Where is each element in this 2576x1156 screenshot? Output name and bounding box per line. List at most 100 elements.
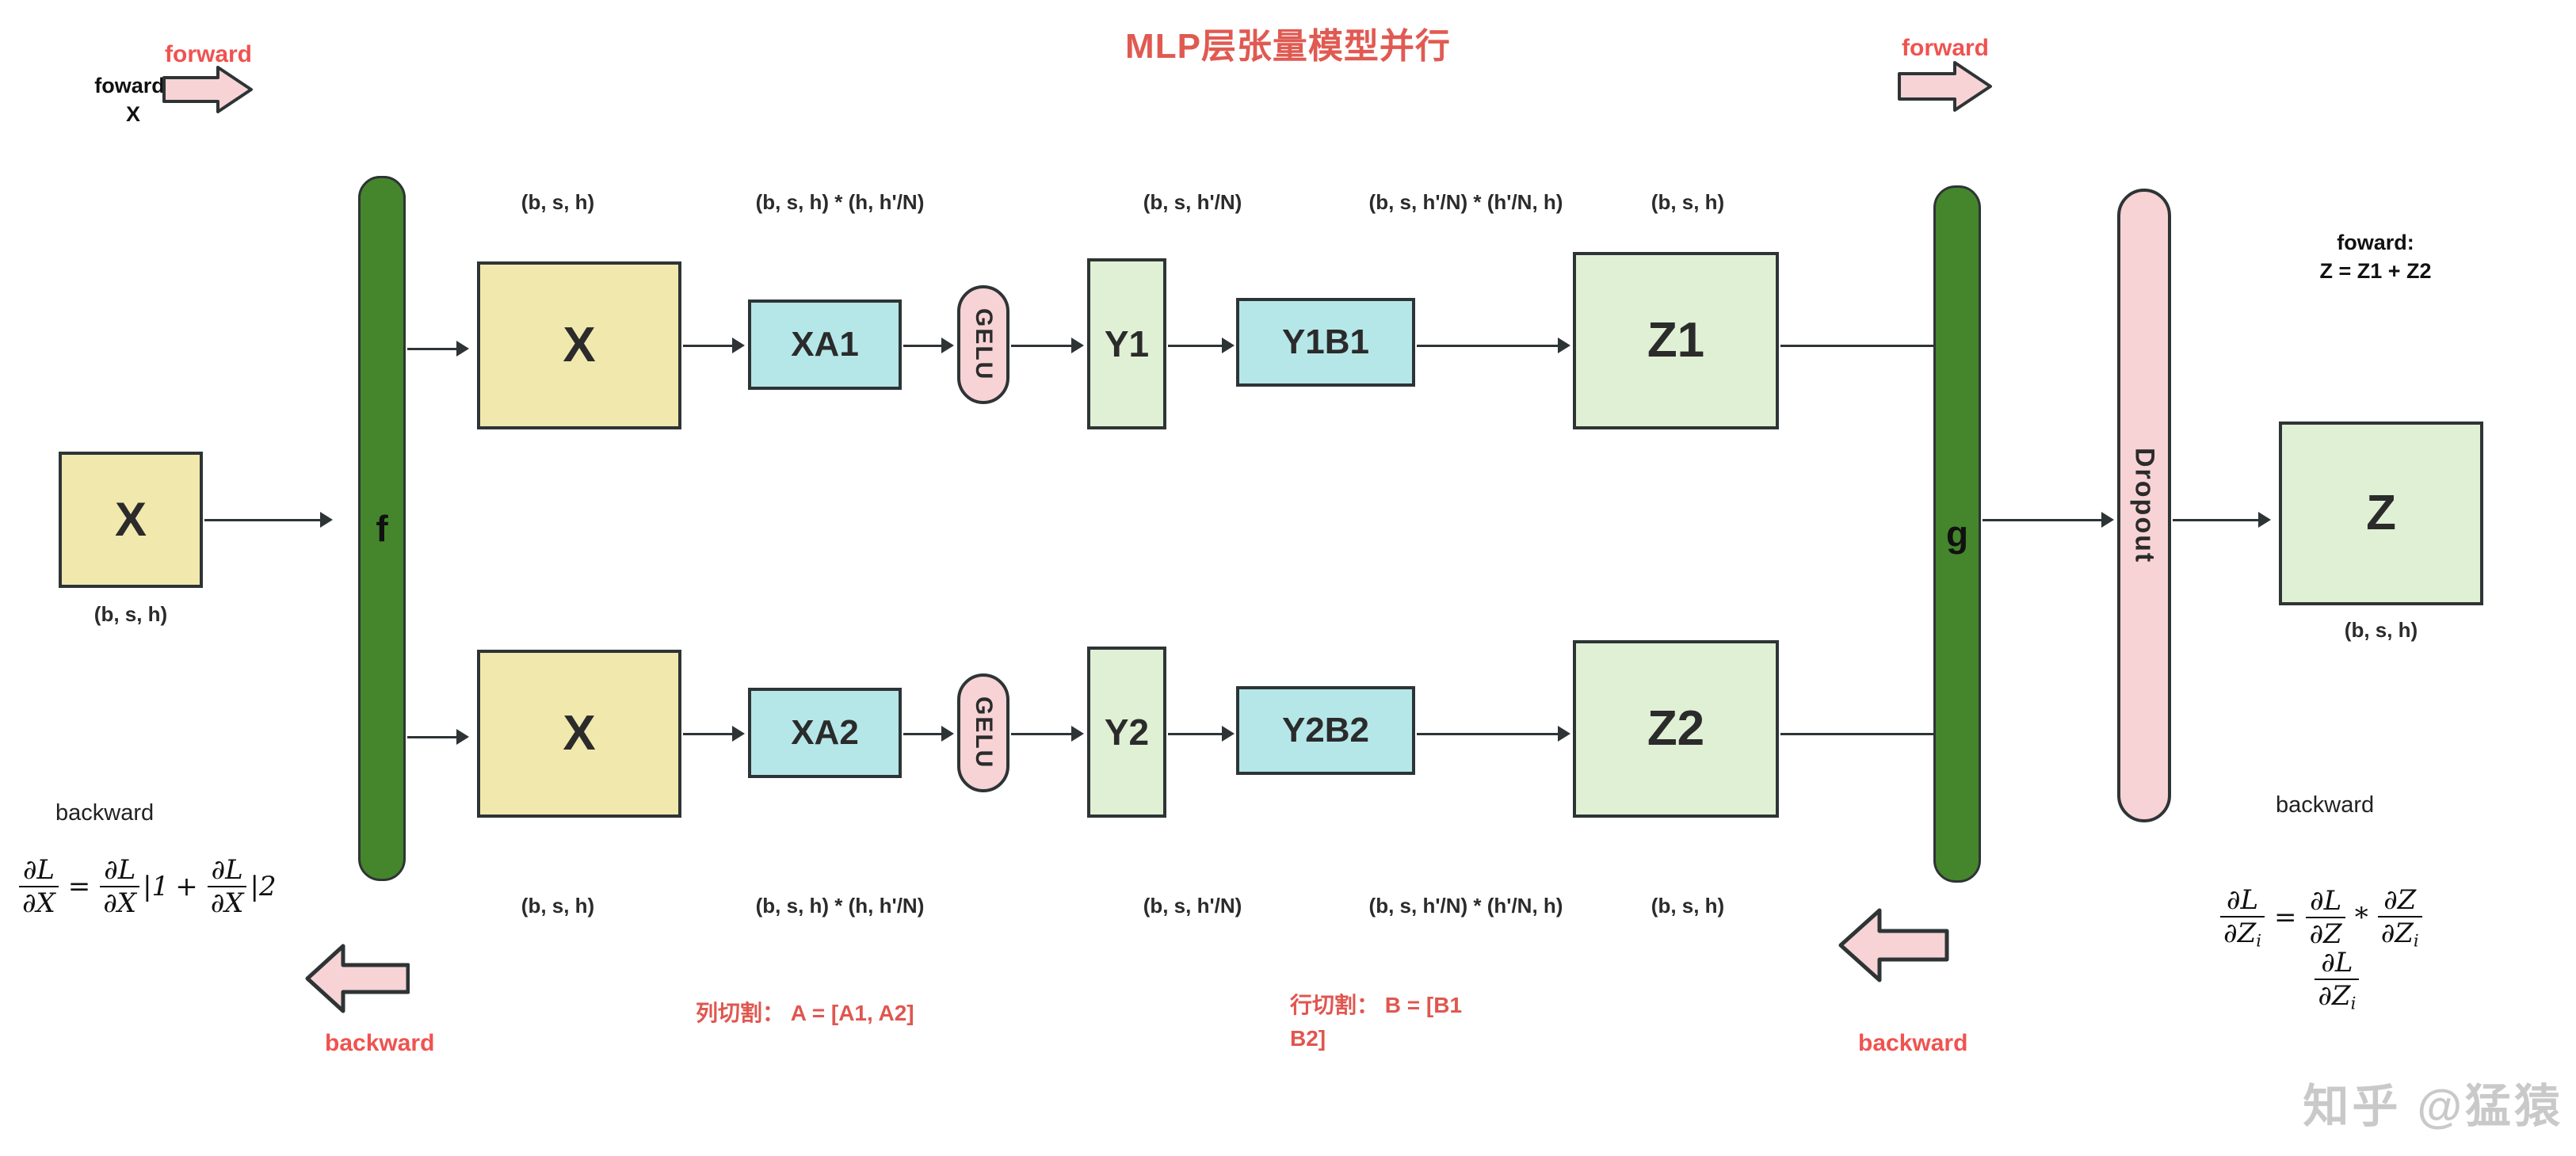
row1-connector-xa-gelu — [903, 338, 954, 353]
connector-dropout-to-z — [2173, 512, 2271, 528]
right-backward-formula: ∂L ∂Zi = ∂L ∂Z * ∂Z ∂Zi ∂L ∂Zi — [2217, 884, 2425, 1013]
rbf-lhs-den-base: ∂Z — [2223, 918, 2257, 949]
row1-y-box: Y1 — [1087, 258, 1166, 429]
connector-f-to-row2 — [407, 729, 469, 745]
dim-bottom-2: (b, s, h'/N) — [1143, 894, 1242, 918]
left-backward-formula: ∂L ∂X = ∂L ∂X |1 + ∂L ∂X |2 — [16, 854, 277, 919]
split-node-f-label: f — [376, 508, 388, 549]
output-z-dim: (b, s, h) — [2344, 618, 2418, 642]
dim-top-3: (b, s, h'/N) * (h'/N, h) — [1368, 190, 1563, 214]
right-forward-note: foward: Z = Z1 + Z2 — [2319, 231, 2432, 284]
input-x-box: X — [59, 452, 203, 588]
rbf-lhs-den-sub: i — [2256, 930, 2261, 951]
row2-z-box: Z2 — [1573, 640, 1779, 818]
backward-block-arrow-left-icon — [305, 943, 410, 1014]
left-forward-note: foward: X — [94, 74, 172, 127]
backward-block-arrow-right-icon — [1838, 907, 1949, 983]
gather-node-g-label: g — [1945, 513, 1969, 555]
input-x-dim: (b, s, h) — [93, 602, 168, 626]
row2-gelu-pill: GELU — [957, 673, 1009, 792]
row2-xa-label: XA2 — [791, 713, 859, 752]
right-forward-arrow-label: forward — [1902, 35, 1990, 61]
row-split-note: 行切割： B = [B1 B2] — [1290, 993, 1463, 1051]
row1-x-box: X — [477, 261, 681, 429]
rbf-t2-den-base: ∂Z — [2380, 918, 2414, 949]
lbf-t2-bar: |2 — [250, 871, 277, 902]
row1-connector-y-yb — [1168, 338, 1235, 353]
rbf-l2-num: ∂L — [2321, 947, 2353, 979]
row1-yb-box: Y1B1 — [1236, 298, 1415, 387]
row1-z-box: Z1 — [1573, 252, 1779, 429]
dropout-node: Dropout — [2117, 189, 2171, 822]
page-title: MLP层张量模型并行 — [1125, 27, 1451, 66]
rbf-l2-den-base: ∂Z — [2318, 980, 2351, 1013]
right-backward-label: backward — [2276, 792, 2375, 818]
row2-connector-gelu-y — [1011, 726, 1084, 742]
connector-f-to-row1 — [407, 341, 469, 357]
left-backward-arrow-label: backward — [325, 1030, 435, 1056]
gather-node-g: g — [1933, 185, 1981, 883]
rbf-l2-den-sub: i — [2350, 993, 2357, 1013]
row2-xa-box: XA2 — [748, 688, 902, 778]
row1-z-label: Z1 — [1647, 313, 1705, 368]
column-split-note: 列切割： A = [A1, A2] — [696, 1001, 914, 1025]
connector-g-to-dropout — [1983, 512, 2114, 528]
dim-bottom-0: (b, s, h) — [521, 894, 595, 918]
row1-x-label: X — [563, 318, 596, 372]
rbf-mul: * — [2354, 901, 2368, 933]
row2-connector-y-yb — [1168, 726, 1235, 742]
row2-gelu-label: GELU — [971, 696, 997, 769]
row2-connector-yb-z — [1417, 726, 1570, 742]
lbf-t1-num: ∂L — [104, 854, 136, 886]
row1-xa-label: XA1 — [791, 325, 859, 364]
row2-x-label: X — [563, 706, 596, 761]
left-backward-label: backward — [55, 800, 155, 826]
connector-x-to-f — [204, 512, 333, 528]
right-backward-arrow-label: backward — [1858, 1030, 1968, 1056]
row2-z-label: Z2 — [1647, 701, 1705, 756]
row2-x-box: X — [477, 650, 681, 818]
row2-yb-label: Y2B2 — [1281, 711, 1370, 750]
left-forward-arrow-label: forward — [165, 41, 253, 67]
lbf-eq: = — [67, 871, 91, 902]
rbf-t1-den: ∂Z — [2306, 916, 2345, 950]
rbf-lhs-num: ∂L — [2226, 884, 2259, 916]
split-node-f: f — [358, 176, 406, 881]
dim-bottom-3: (b, s, h'/N) * (h'/N, h) — [1368, 894, 1563, 918]
row1-connector-gelu-y — [1011, 338, 1084, 353]
dropout-label: Dropout — [2129, 447, 2160, 564]
output-z-box: Z — [2279, 422, 2483, 605]
dim-top-2: (b, s, h'/N) — [1143, 190, 1242, 214]
lbf-t1-den: ∂X — [100, 886, 140, 919]
dim-bottom-4: (b, s, h) — [1651, 894, 1725, 918]
row2-connector-x-xa — [683, 726, 745, 742]
row1-gelu-label: GELU — [971, 308, 997, 381]
row1-connector-x-xa — [683, 338, 745, 353]
row2-yb-box: Y2B2 — [1236, 686, 1415, 775]
row1-yb-label: Y1B1 — [1281, 322, 1370, 361]
rbf-eq: = — [2273, 901, 2297, 933]
watermark: 知乎 @猛猿 — [2303, 1081, 2563, 1132]
lbf-plus: + — [175, 871, 198, 902]
rbf-t2-den-sub: i — [2413, 930, 2419, 951]
lbf-t2-den: ∂X — [207, 886, 247, 919]
row2-connector-z-g — [1780, 726, 1947, 742]
row2-connector-xa-gelu — [903, 726, 954, 742]
rbf-t1-num: ∂L — [2309, 884, 2342, 917]
row1-gelu-pill: GELU — [957, 285, 1009, 404]
output-z-label: Z — [2366, 486, 2396, 540]
dim-bottom-1: (b, s, h) * (h, h'/N) — [755, 894, 925, 918]
lbf-t2-num: ∂L — [211, 854, 243, 886]
row1-y-label: Y1 — [1104, 323, 1150, 364]
row1-connector-yb-z — [1417, 338, 1570, 353]
row2-y-label: Y2 — [1104, 712, 1150, 753]
forward-block-arrow-left-icon — [162, 65, 254, 114]
lbf-t1-bar: |1 — [143, 871, 170, 902]
row1-xa-box: XA1 — [748, 299, 902, 390]
rbf-t2-num: ∂Z — [2383, 884, 2417, 916]
dim-top-1: (b, s, h) * (h, h'/N) — [755, 190, 925, 214]
row1-connector-z-g — [1780, 338, 1947, 353]
lbf-lhs-num: ∂L — [22, 854, 55, 886]
dim-top-4: (b, s, h) — [1651, 190, 1725, 214]
input-x-label: X — [114, 493, 147, 546]
